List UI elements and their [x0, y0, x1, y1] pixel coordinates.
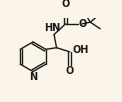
Text: HN: HN [44, 23, 61, 33]
Text: N: N [29, 72, 37, 82]
Text: O: O [79, 19, 87, 29]
Text: O: O [66, 66, 74, 76]
Text: OH: OH [72, 45, 89, 55]
Text: O: O [61, 0, 70, 9]
